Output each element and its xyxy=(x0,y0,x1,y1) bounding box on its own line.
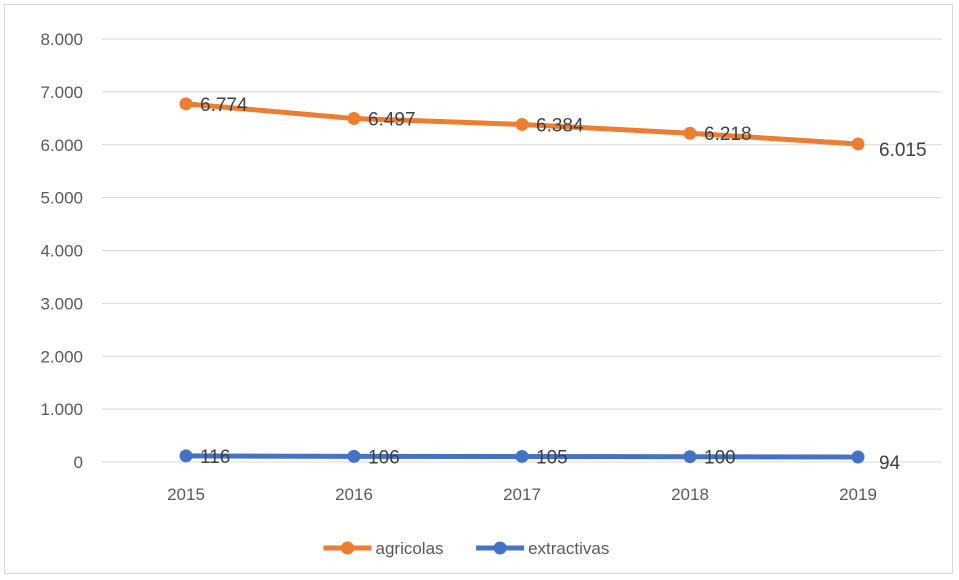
data-label-extractivas: 106 xyxy=(368,447,400,468)
y-tick-label: 2.000 xyxy=(40,347,83,366)
data-point-agricolas xyxy=(683,126,697,140)
series-group xyxy=(179,97,865,464)
legend: agricolas extractivas xyxy=(323,539,609,558)
data-point-extractivas xyxy=(179,449,193,463)
data-point-agricolas xyxy=(851,137,865,151)
data-point-agricolas xyxy=(515,117,529,131)
data-label-agricolas: 6.384 xyxy=(536,115,584,136)
data-label-agricolas: 6.015 xyxy=(879,140,927,161)
data-label-extractivas: 116 xyxy=(200,447,230,468)
data-label-agricolas: 6.218 xyxy=(704,124,752,145)
gridlines xyxy=(102,38,942,463)
data-point-agricolas xyxy=(179,97,193,111)
x-axis: 2015 2016 2017 2018 2019 xyxy=(167,485,877,504)
data-label-extractivas: 105 xyxy=(536,447,568,468)
data-point-agricolas xyxy=(347,111,361,125)
x-tick-label: 2017 xyxy=(503,485,541,504)
y-tick-label: 5.000 xyxy=(40,189,83,208)
data-label-extractivas: 94 xyxy=(879,453,901,474)
y-tick-label: 6.000 xyxy=(40,136,83,155)
data-label-agricolas: 6.497 xyxy=(368,109,416,130)
legend-label-agricolas: agricolas xyxy=(376,539,444,558)
data-point-extractivas xyxy=(683,450,697,464)
y-tick-label: 4.000 xyxy=(40,242,83,261)
x-tick-label: 2019 xyxy=(839,485,877,504)
line-chart: 0 1.000 2.000 3.000 4.000 5.000 6.000 7.000 8.00… xyxy=(40,30,942,558)
data-label-extractivas: 100 xyxy=(704,448,736,469)
legend-label-extractivas: extractivas xyxy=(528,539,609,558)
y-tick-label: 7.000 xyxy=(40,83,83,102)
x-tick-label: 2015 xyxy=(167,485,205,504)
x-tick-label: 2018 xyxy=(671,485,709,504)
data-label-agricolas: 6.774 xyxy=(200,95,248,116)
data-labels: 6.774 6.497 6.384 6.218 6.015 116 106 105 100 94 xyxy=(200,95,927,474)
data-point-extractivas xyxy=(347,449,361,463)
legend-swatch-marker-agricolas xyxy=(341,541,354,555)
y-tick-label: 8.000 xyxy=(40,30,83,49)
data-point-extractivas xyxy=(851,450,865,464)
y-tick-label: 3.000 xyxy=(40,294,83,313)
y-tick-label: 1.000 xyxy=(40,400,83,419)
x-tick-label: 2016 xyxy=(335,485,373,504)
data-point-extractivas xyxy=(515,449,529,463)
y-axis: 0 1.000 2.000 3.000 4.000 5.000 6.000 7.000 8.00… xyxy=(40,30,83,472)
legend-swatch-marker-extractivas xyxy=(493,541,507,555)
chart-frame: 0 1.000 2.000 3.000 4.000 5.000 6.000 7.000 8.00… xyxy=(4,4,953,574)
y-tick-label: 0 xyxy=(74,453,83,472)
